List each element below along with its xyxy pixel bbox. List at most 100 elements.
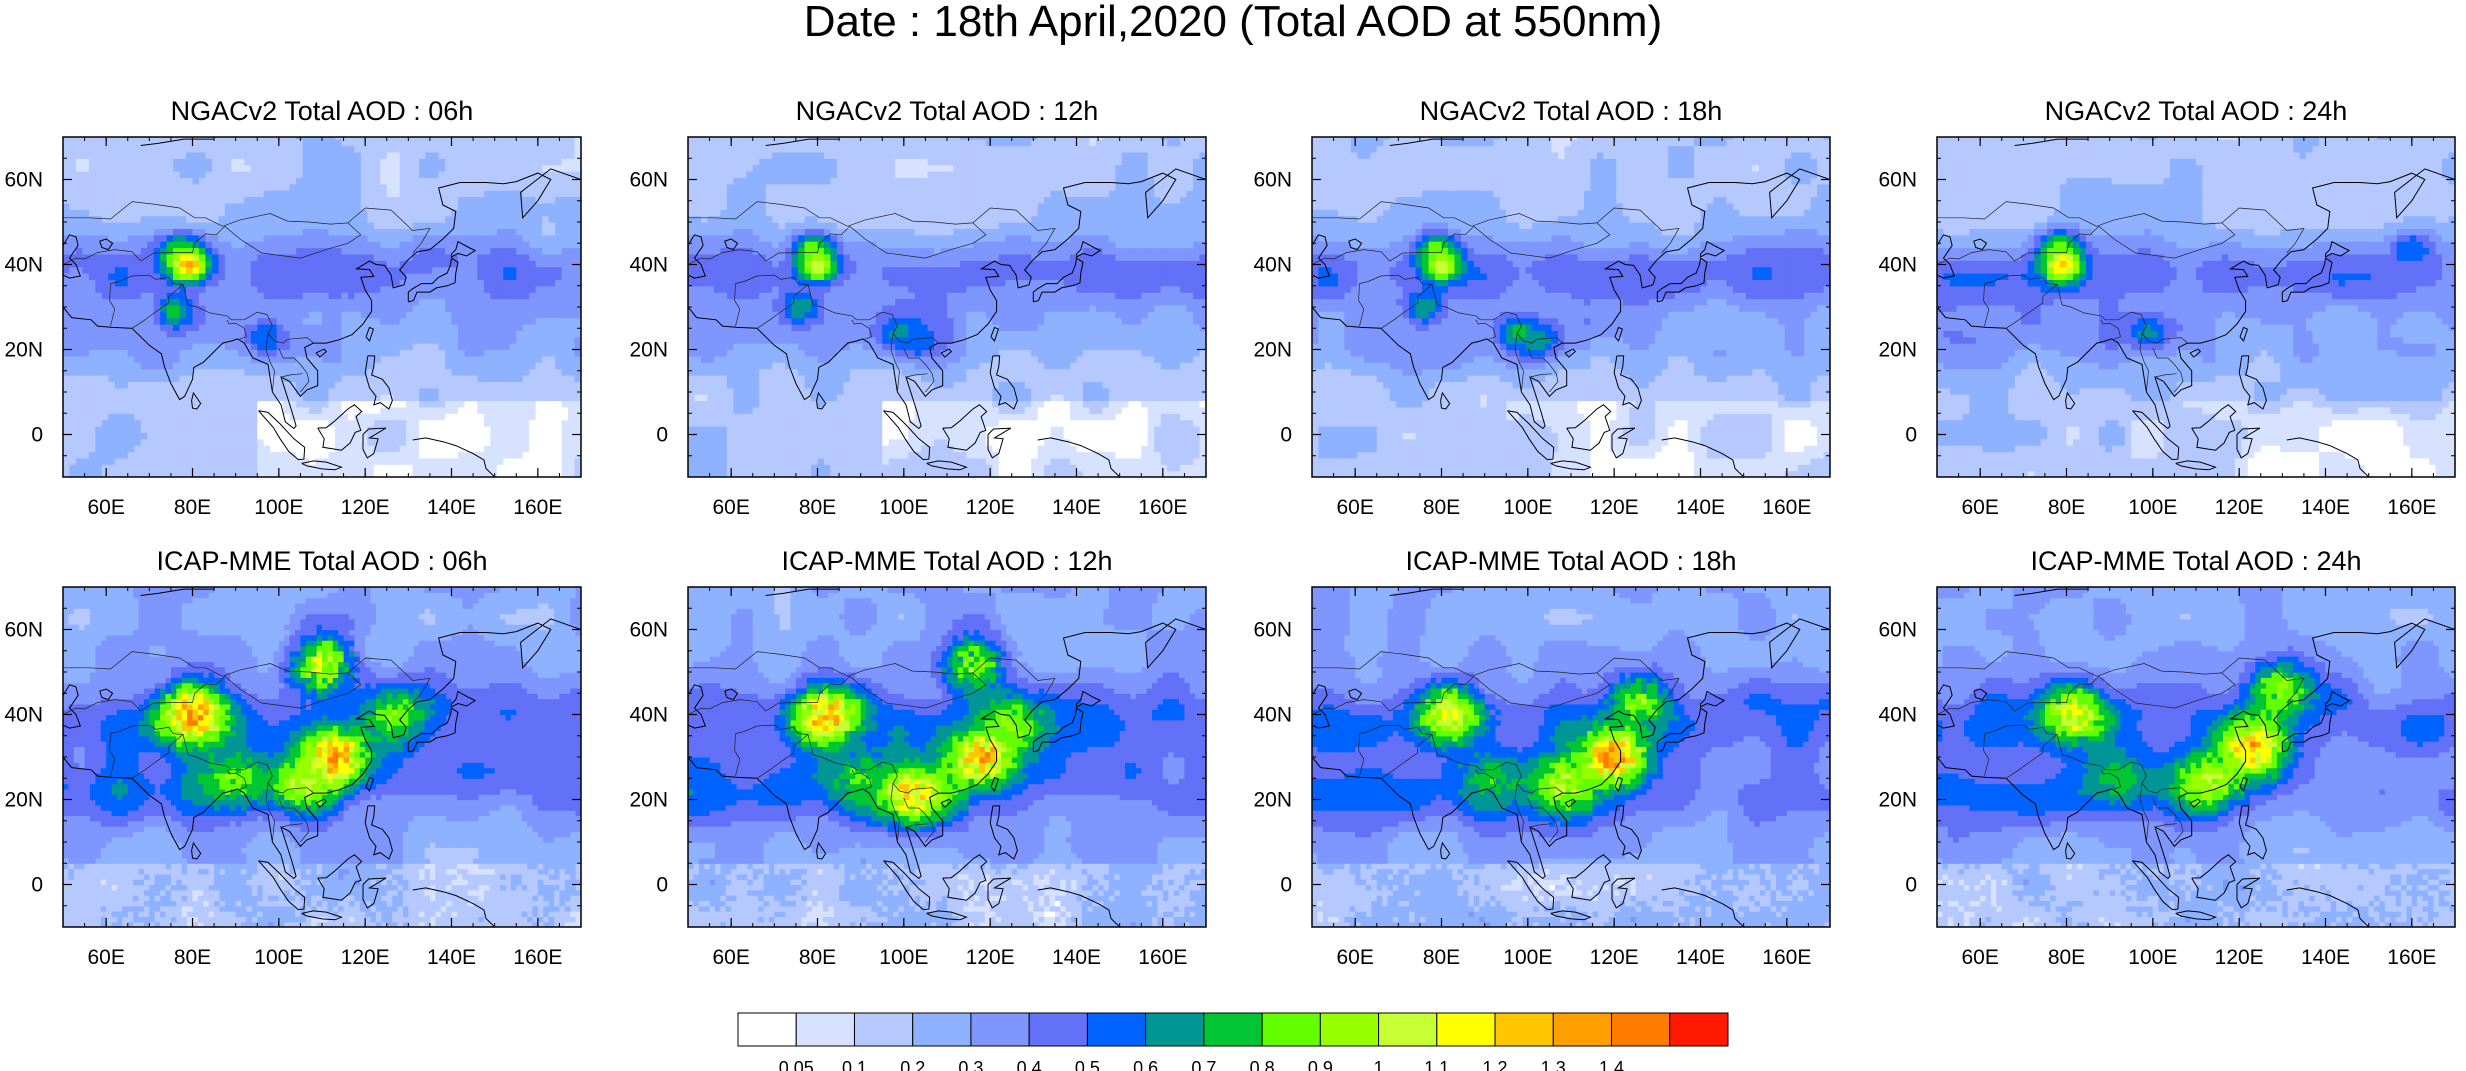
map-panel-3: 60E 80E 100E 120E 140E 160E 0 20N 40N 60N NGACv2 T… <box>1253 96 1831 519</box>
colorbar-label: 1 <box>1374 1058 1384 1071</box>
lat-tick-label: 0 <box>1905 424 1917 447</box>
colorbar-box <box>1611 1012 1671 1047</box>
lat-tick-label: 20N <box>1878 789 1917 812</box>
panel-title: ICAP-MME Total AOD : 18h <box>1405 546 1736 576</box>
lon-tick-label: 60E <box>87 946 124 969</box>
coastlines <box>1937 138 2455 477</box>
colorbar-label: 0.9 <box>1308 1058 1333 1071</box>
coastlines <box>1937 588 2455 927</box>
lat-tick-label: 40N <box>1878 704 1917 727</box>
coastlines <box>688 138 1206 477</box>
coastlines <box>1312 588 1830 927</box>
colorbar-box <box>1145 1012 1205 1047</box>
lat-tick-label: 20N <box>1253 789 1292 812</box>
lat-tick-label: 40N <box>4 704 43 727</box>
panel-title: NGACv2 Total AOD : 12h <box>796 96 1099 126</box>
colorbar-label: 0.5 <box>1075 1058 1100 1071</box>
lat-tick-label: 60N <box>4 619 43 642</box>
coastlines <box>688 588 1206 927</box>
lat-tick-label: 60N <box>1878 619 1917 642</box>
lon-tick-label: 140E <box>1052 946 1101 969</box>
lon-tick-label: 160E <box>2387 946 2436 969</box>
lat-tick-label: 60N <box>629 169 668 192</box>
coastlines <box>63 138 581 477</box>
lon-tick-label: 140E <box>1676 496 1725 519</box>
colorbar-label: 0.6 <box>1133 1058 1158 1071</box>
colorbar-label: 0.4 <box>1017 1058 1042 1071</box>
lon-tick-label: 120E <box>1590 496 1639 519</box>
lat-tick-label: 60N <box>629 619 668 642</box>
lon-tick-label: 80E <box>2048 496 2085 519</box>
lon-tick-label: 100E <box>2128 496 2177 519</box>
lat-tick-label: 40N <box>629 704 668 727</box>
colorbar-box <box>970 1012 1030 1047</box>
colorbar-box <box>1319 1012 1380 1047</box>
lat-tick-label: 60N <box>1878 169 1917 192</box>
lon-tick-label: 160E <box>2387 496 2436 519</box>
lon-tick-label: 140E <box>427 496 476 519</box>
colorbar-box <box>1261 1012 1321 1047</box>
lon-tick-label: 60E <box>87 496 124 519</box>
lat-tick-label: 40N <box>629 254 668 277</box>
lon-tick-label: 140E <box>427 946 476 969</box>
colorbar-box <box>912 1012 972 1047</box>
lon-tick-label: 80E <box>1423 496 1460 519</box>
map-panel-2: 60E 80E 100E 120E 140E 160E 0 20N 40N 60N NGACv2 T… <box>629 96 1207 519</box>
lon-tick-label: 60E <box>1961 496 1998 519</box>
colorbar-label: 1.3 <box>1541 1058 1566 1071</box>
map-panel-1: 60E 80E 100E 120E 140E 160E 0 20N 40N 60N NGACv2 T… <box>4 96 582 519</box>
colorbar-label: 0.1 <box>842 1058 867 1071</box>
map-panel-5: 60E 80E 100E 120E 140E 160E 0 20N 40N 60N ICAP-MME… <box>4 546 582 969</box>
lat-tick-label: 60N <box>4 169 43 192</box>
lon-tick-label: 160E <box>1762 496 1811 519</box>
colorbar-label: 1.1 <box>1424 1058 1449 1071</box>
lon-tick-label: 80E <box>174 946 211 969</box>
lon-tick-label: 120E <box>2215 496 2264 519</box>
lat-tick-label: 20N <box>1253 339 1292 362</box>
colorbar-box <box>1203 1012 1263 1047</box>
colorbar-box <box>1552 1012 1613 1047</box>
lon-tick-label: 100E <box>2128 946 2177 969</box>
lat-tick-label: 20N <box>4 339 43 362</box>
colorbar-box <box>1378 1012 1438 1047</box>
colorbar-box <box>1436 1012 1496 1047</box>
lon-tick-label: 120E <box>341 946 390 969</box>
lat-tick-label: 20N <box>629 789 668 812</box>
lat-tick-label: 20N <box>4 789 43 812</box>
panel-title: ICAP-MME Total AOD : 12h <box>781 546 1112 576</box>
lon-tick-label: 100E <box>254 496 303 519</box>
map-panel-6: 60E 80E 100E 120E 140E 160E 0 20N 40N 60N ICAP-MME… <box>629 546 1207 969</box>
lat-tick-label: 60N <box>1253 169 1292 192</box>
lat-tick-label: 0 <box>31 424 43 447</box>
aod-field <box>688 587 1206 927</box>
lon-tick-label: 120E <box>1590 946 1639 969</box>
lon-tick-label: 80E <box>1423 946 1460 969</box>
lon-tick-label: 120E <box>2215 946 2264 969</box>
lat-tick-label: 20N <box>629 339 668 362</box>
lat-tick-label: 0 <box>1905 874 1917 897</box>
lat-tick-label: 40N <box>1253 254 1292 277</box>
lat-tick-label: 60N <box>1253 619 1292 642</box>
map-panel-7: 60E 80E 100E 120E 140E 160E 0 20N 40N 60N ICAP-MME… <box>1253 546 1831 969</box>
panel-title: NGACv2 Total AOD : 06h <box>171 96 474 126</box>
lat-tick-label: 0 <box>1280 874 1292 897</box>
lon-tick-label: 60E <box>712 946 749 969</box>
aod-field <box>1312 137 1830 477</box>
lon-tick-label: 60E <box>1336 496 1373 519</box>
lon-tick-label: 100E <box>879 946 928 969</box>
lat-tick-label: 40N <box>4 254 43 277</box>
colorbar-box <box>795 1012 855 1047</box>
aod-field <box>1312 587 1830 927</box>
map-panel-4: 60E 80E 100E 120E 140E 160E 0 20N 40N 60N NGACv2 T… <box>1878 96 2456 519</box>
figure-title: Date : 18th April,2020 (Total AOD at 550… <box>0 0 2466 44</box>
panel-title: ICAP-MME Total AOD : 06h <box>156 546 487 576</box>
aod-field <box>688 137 1206 477</box>
colorbar-box <box>1086 1012 1147 1047</box>
coastlines <box>63 588 581 927</box>
lon-tick-label: 140E <box>2301 946 2350 969</box>
lon-tick-label: 120E <box>966 496 1015 519</box>
lon-tick-label: 160E <box>513 946 562 969</box>
lon-tick-label: 160E <box>1762 946 1811 969</box>
